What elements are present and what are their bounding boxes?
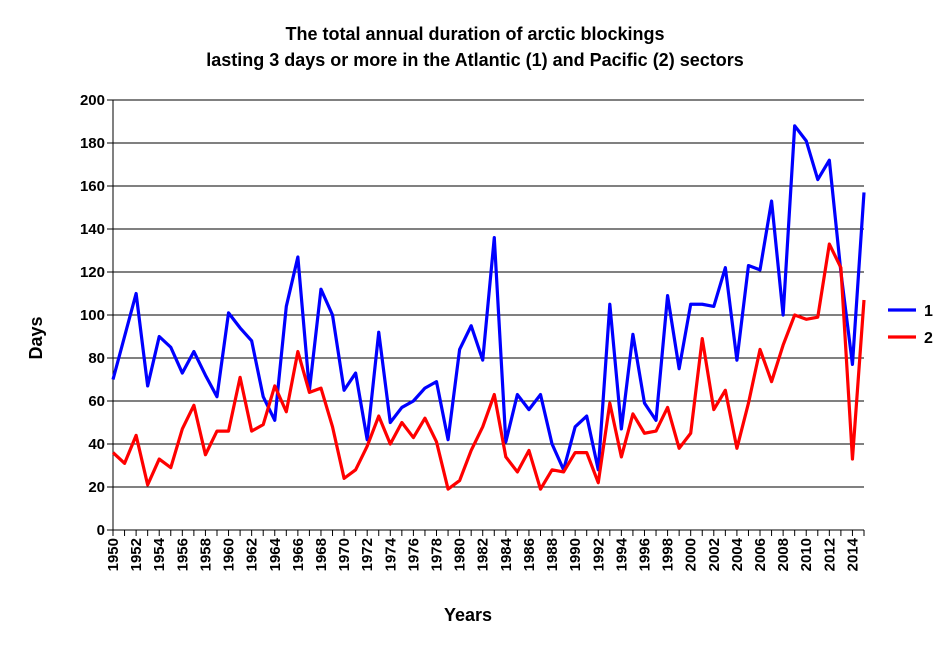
x-tick-label: 2004 bbox=[729, 537, 746, 571]
y-tick-label: 200 bbox=[80, 92, 105, 109]
x-tick-label: 2012 bbox=[821, 538, 838, 571]
x-tick-label: 1968 bbox=[313, 538, 330, 571]
x-tick-label: 1998 bbox=[660, 538, 677, 571]
y-tick-label: 40 bbox=[88, 436, 105, 453]
x-tick-label: 1952 bbox=[128, 538, 145, 571]
axes bbox=[107, 99, 865, 536]
x-tick-label: 1974 bbox=[382, 537, 399, 571]
y-tick-label: 20 bbox=[88, 479, 105, 496]
x-tick-label: 1970 bbox=[336, 538, 353, 571]
series-line-1 bbox=[111, 124, 866, 472]
x-tick-label: 1958 bbox=[197, 538, 214, 571]
x-tick-label: 2002 bbox=[706, 538, 723, 571]
y-axis-label: Days bbox=[26, 316, 46, 359]
x-tick-label: 1960 bbox=[221, 538, 238, 571]
y-tick-label: 60 bbox=[88, 393, 105, 410]
x-tick-label: 1984 bbox=[498, 537, 515, 571]
x-tick-label: 1994 bbox=[613, 537, 630, 571]
y-tick-label: 80 bbox=[88, 350, 105, 367]
x-tick-label: 1966 bbox=[290, 538, 307, 571]
chart-title: The total annual duration of arctic bloc… bbox=[285, 24, 664, 44]
y-tick-label: 180 bbox=[80, 135, 105, 152]
x-tick-label: 1972 bbox=[359, 538, 376, 571]
x-tick-label: 2008 bbox=[775, 538, 792, 571]
legend: 12 bbox=[888, 303, 933, 347]
x-tick-label: 2014 bbox=[844, 537, 861, 571]
x-tick-label: 1996 bbox=[636, 538, 653, 571]
y-tick-label: 140 bbox=[80, 221, 105, 238]
x-tick-label: 2006 bbox=[752, 538, 769, 571]
x-tick-label: 1978 bbox=[429, 538, 446, 571]
y-tick-label: 120 bbox=[80, 264, 105, 281]
y-tick-label: 0 bbox=[97, 522, 105, 539]
x-tick-label: 1990 bbox=[567, 538, 584, 571]
x-tick-label: 2010 bbox=[798, 538, 815, 571]
legend-label-1: 1 bbox=[924, 303, 933, 320]
x-tick-label: 1992 bbox=[590, 538, 607, 571]
y-tick-label: 100 bbox=[80, 307, 105, 324]
legend-label-2: 2 bbox=[924, 330, 933, 347]
x-tick-label: 1962 bbox=[244, 538, 261, 571]
x-tick-label: 1956 bbox=[174, 538, 191, 571]
x-tick-label: 1980 bbox=[452, 538, 469, 571]
x-tick-label: 1988 bbox=[544, 538, 561, 571]
x-tick-label: 1986 bbox=[521, 538, 538, 571]
x-tick-label: 1954 bbox=[151, 537, 168, 571]
x-tick-label: 1950 bbox=[105, 538, 122, 571]
x-tick-label: 2000 bbox=[683, 538, 700, 571]
series-lines bbox=[111, 124, 866, 491]
y-tick-labels: 0 20 40 60 80 100 120 140 160 180 200 bbox=[80, 92, 105, 539]
chart-subtitle: lasting 3 days or more in the Atlantic (… bbox=[206, 50, 743, 70]
x-tick-label: 1964 bbox=[267, 537, 284, 571]
series-line-2 bbox=[111, 242, 866, 491]
y-tick-label: 160 bbox=[80, 178, 105, 195]
x-tick-label: 1976 bbox=[405, 538, 422, 571]
x-axis-label: Years bbox=[444, 605, 492, 625]
x-tick-label: 1982 bbox=[475, 538, 492, 571]
x-tick-labels: 1950 1952 1954 1956 1958 1960 1962 1964 1966 1968… bbox=[105, 537, 861, 571]
